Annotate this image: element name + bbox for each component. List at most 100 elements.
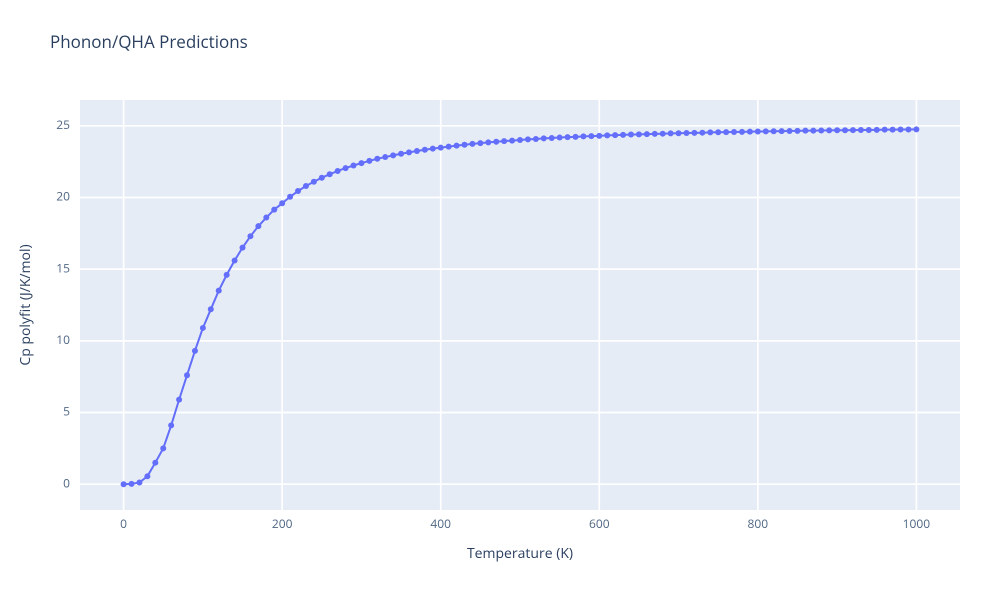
series-marker[interactable] (771, 128, 777, 134)
series-marker[interactable] (691, 130, 697, 136)
series-marker[interactable] (541, 135, 547, 141)
series-marker[interactable] (842, 127, 848, 133)
series-marker[interactable] (271, 207, 277, 213)
series-marker[interactable] (152, 460, 158, 466)
series-marker[interactable] (723, 129, 729, 135)
series-marker[interactable] (668, 130, 674, 136)
series-marker[interactable] (247, 233, 253, 239)
series-marker[interactable] (208, 306, 214, 312)
series-marker[interactable] (374, 156, 380, 162)
series-marker[interactable] (557, 135, 563, 141)
series-marker[interactable] (335, 168, 341, 174)
series-marker[interactable] (501, 138, 507, 144)
series-marker[interactable] (898, 127, 904, 133)
series-marker[interactable] (136, 479, 142, 485)
series-marker[interactable] (216, 288, 222, 294)
series-marker[interactable] (327, 171, 333, 177)
series-marker[interactable] (406, 149, 412, 155)
series-marker[interactable] (255, 223, 261, 229)
series-marker[interactable] (517, 137, 523, 143)
series-marker[interactable] (676, 130, 682, 136)
series-marker[interactable] (454, 143, 460, 149)
series-marker[interactable] (414, 148, 420, 154)
series-marker[interactable] (224, 272, 230, 278)
series-marker[interactable] (485, 139, 491, 145)
series-marker[interactable] (398, 151, 404, 157)
series-marker[interactable] (160, 445, 166, 451)
series-marker[interactable] (509, 138, 515, 144)
series-marker[interactable] (573, 134, 579, 140)
series-marker[interactable] (430, 146, 436, 152)
series-marker[interactable] (802, 128, 808, 134)
series-marker[interactable] (620, 132, 626, 138)
series-marker[interactable] (438, 145, 444, 151)
series-marker[interactable] (866, 127, 872, 133)
series-marker[interactable] (636, 131, 642, 137)
series-marker[interactable] (477, 140, 483, 146)
series-marker[interactable] (129, 481, 135, 487)
series-marker[interactable] (580, 133, 586, 139)
series-marker[interactable] (874, 127, 880, 133)
series-marker[interactable] (343, 165, 349, 171)
series-marker[interactable] (525, 136, 531, 142)
series-marker[interactable] (462, 142, 468, 148)
series-marker[interactable] (652, 131, 658, 137)
series-marker[interactable] (644, 131, 650, 137)
series-marker[interactable] (810, 128, 816, 134)
series-marker[interactable] (533, 136, 539, 142)
series-marker[interactable] (612, 132, 618, 138)
series-marker[interactable] (715, 129, 721, 135)
series-marker[interactable] (596, 133, 602, 139)
series-marker[interactable] (683, 130, 689, 136)
series-marker[interactable] (469, 141, 475, 147)
series-marker[interactable] (588, 133, 594, 139)
series-marker[interactable] (303, 183, 309, 189)
series-marker[interactable] (200, 325, 206, 331)
series-marker[interactable] (144, 473, 150, 479)
series-marker[interactable] (422, 147, 428, 153)
series-marker[interactable] (818, 128, 824, 134)
series-marker[interactable] (794, 128, 800, 134)
series-marker[interactable] (850, 127, 856, 133)
series-marker[interactable] (493, 139, 499, 145)
series-marker[interactable] (834, 127, 840, 133)
series-marker[interactable] (446, 144, 452, 150)
series-marker[interactable] (604, 132, 610, 138)
series-marker[interactable] (858, 127, 864, 133)
series-marker[interactable] (390, 152, 396, 158)
series-marker[interactable] (358, 160, 364, 166)
series-marker[interactable] (382, 154, 388, 160)
series-marker[interactable] (913, 126, 919, 132)
series-marker[interactable] (287, 194, 293, 200)
series-marker[interactable] (295, 188, 301, 194)
series-marker[interactable] (747, 129, 753, 135)
series-marker[interactable] (232, 258, 238, 264)
series-marker[interactable] (184, 372, 190, 378)
series-marker[interactable] (168, 422, 174, 428)
series-marker[interactable] (890, 127, 896, 133)
series-marker[interactable] (240, 245, 246, 251)
series-marker[interactable] (755, 129, 761, 135)
chart-plot[interactable]: 051015202502004006008001000Temperature (… (0, 0, 1000, 600)
series-marker[interactable] (565, 134, 571, 140)
series-marker[interactable] (763, 128, 769, 134)
series-marker[interactable] (905, 127, 911, 133)
series-marker[interactable] (121, 481, 127, 487)
series-marker[interactable] (826, 127, 832, 133)
series-marker[interactable] (882, 127, 888, 133)
series-marker[interactable] (628, 132, 634, 138)
series-marker[interactable] (192, 348, 198, 354)
series-marker[interactable] (319, 175, 325, 181)
series-marker[interactable] (366, 158, 372, 164)
series-marker[interactable] (707, 129, 713, 135)
series-marker[interactable] (787, 128, 793, 134)
series-marker[interactable] (660, 131, 666, 137)
series-marker[interactable] (549, 135, 555, 141)
series-marker[interactable] (699, 130, 705, 136)
series-marker[interactable] (311, 179, 317, 185)
series-marker[interactable] (176, 397, 182, 403)
series-marker[interactable] (351, 163, 357, 169)
series-marker[interactable] (739, 129, 745, 135)
series-marker[interactable] (263, 215, 269, 221)
series-marker[interactable] (731, 129, 737, 135)
